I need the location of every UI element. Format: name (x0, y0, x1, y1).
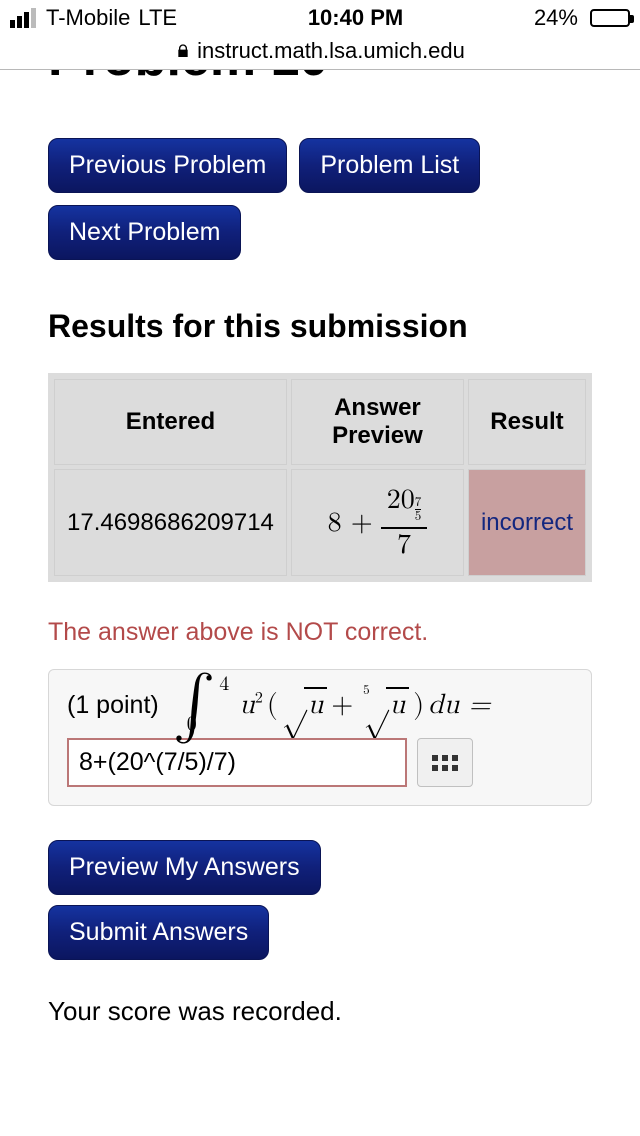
sqrt-u: √u (282, 687, 328, 723)
col-entered: Entered (54, 379, 287, 465)
fifth-root-u: 5√u (357, 687, 409, 723)
preview-prefix: 8 + (328, 506, 373, 540)
table-header-row: Entered Answer Preview Result (54, 379, 586, 465)
integral-upper: 4 (219, 678, 229, 690)
du-equals: du = (428, 688, 490, 722)
entered-value: 17.4698686209714 (54, 469, 287, 576)
plus: + (331, 688, 353, 722)
results-heading: Results for this submission (48, 308, 592, 345)
col-result: Result (468, 379, 586, 465)
integral-sign-icon: ∫ 4 0 (173, 686, 216, 724)
table-row: 17.4698686209714 8 + 20 7 5 (54, 469, 586, 576)
lparen: ( (267, 688, 278, 722)
preview-exponent: 7 5 (415, 496, 422, 523)
carrier-label: T-Mobile (46, 5, 130, 31)
action-buttons: Preview My Answers Submit Answers (48, 840, 592, 960)
browser-url-text: instruct.math.lsa.umich.edu (197, 38, 465, 64)
preview-fraction: 20 7 5 7 (381, 484, 428, 561)
ios-status-bar: T-Mobile LTE 10:40 PM 24% (0, 0, 640, 36)
previous-problem-button[interactable]: Previous Problem (48, 138, 287, 193)
problem-statement: (1 point) ∫ 4 0 u2 ( √u + 5√u ) du = (67, 686, 573, 724)
u-var: u (239, 691, 255, 719)
answer-input[interactable] (67, 738, 407, 787)
points-label: (1 point) (67, 691, 159, 720)
score-recorded-message: Your score was recorded. (48, 996, 592, 1027)
u-exp: 2 (255, 691, 263, 707)
browser-url-bar[interactable]: instruct.math.lsa.umich.edu (0, 36, 640, 70)
rparen: ) (413, 688, 424, 722)
battery-icon (590, 9, 630, 27)
result-value: incorrect (468, 469, 586, 576)
answer-preview: 8 + 20 7 5 7 (291, 469, 464, 576)
problem-list-button[interactable]: Problem List (299, 138, 480, 193)
preview-answers-button[interactable]: Preview My Answers (48, 840, 321, 895)
submit-answers-button[interactable]: Submit Answers (48, 905, 269, 960)
integral-lower: 0 (187, 718, 197, 730)
problem-box: (1 point) ∫ 4 0 u2 ( √u + 5√u ) du = (48, 669, 592, 806)
battery-percent-label: 24% (534, 5, 578, 31)
math-keypad-button[interactable] (417, 738, 473, 787)
lock-icon (175, 43, 191, 59)
incorrect-message: The answer above is NOT correct. (48, 618, 592, 647)
results-table: Entered Answer Preview Result 17.4698686… (48, 373, 592, 582)
page-title-cutoff: Problem 10 (0, 70, 640, 100)
network-type-label: LTE (138, 5, 177, 31)
grid-icon (432, 755, 458, 771)
col-preview: Answer Preview (291, 379, 464, 465)
problem-nav: Previous Problem Problem List Next Probl… (48, 138, 592, 260)
next-problem-button[interactable]: Next Problem (48, 205, 241, 260)
status-time: 10:40 PM (308, 5, 403, 31)
signal-strength-icon (10, 8, 36, 28)
